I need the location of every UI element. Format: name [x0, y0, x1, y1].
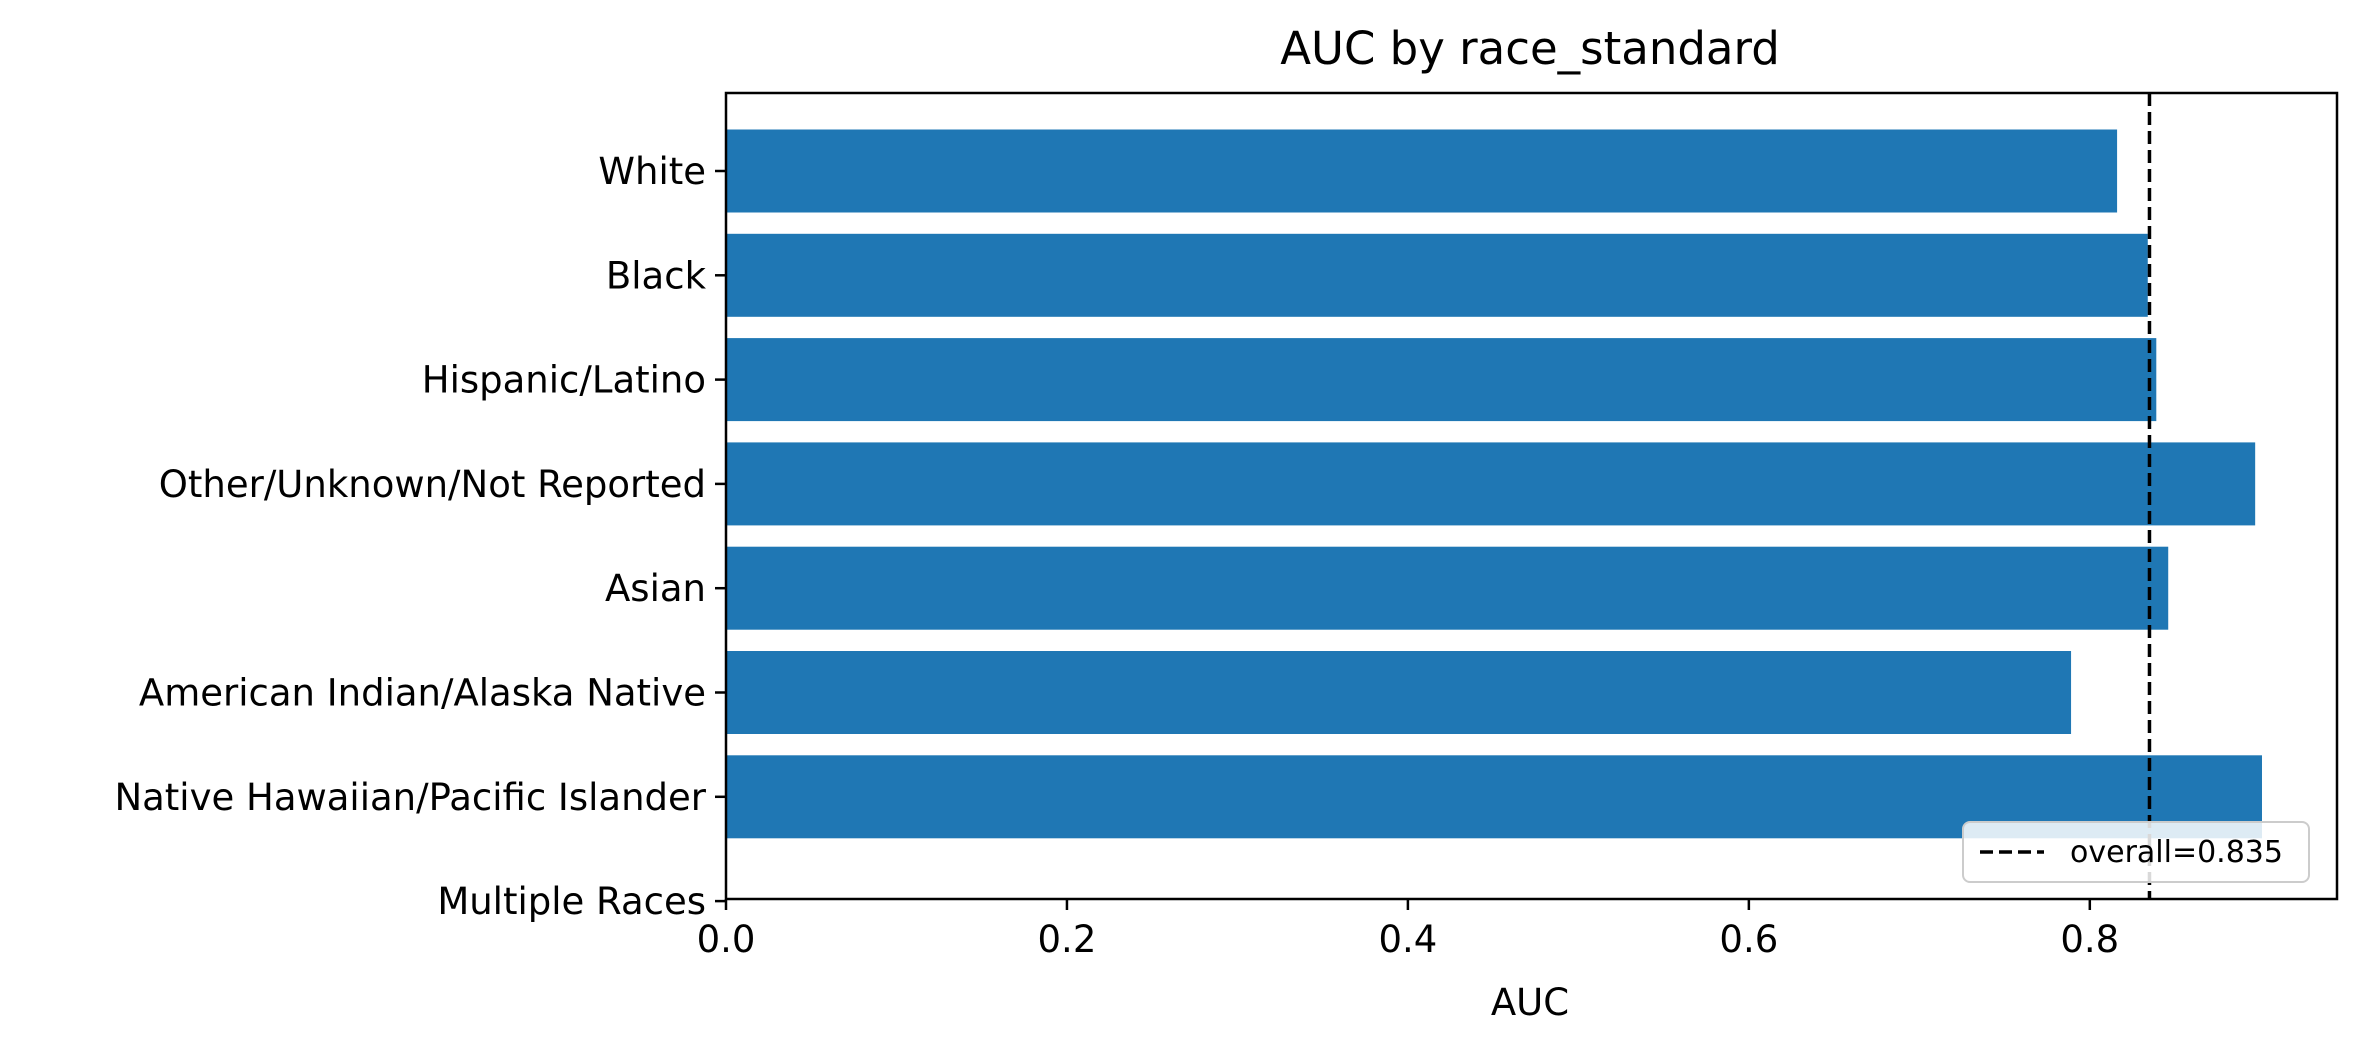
x-tick-label: 0.8 — [2060, 918, 2119, 961]
chart-title: AUC by race_standard — [1280, 22, 1780, 75]
bars-group — [726, 129, 2262, 839]
y-tick-label: American Indian/Alaska Native — [139, 672, 706, 715]
x-tick-label: 0.4 — [1378, 918, 1437, 961]
legend-label: overall=0.835 — [2070, 835, 2283, 870]
legend-box — [1962, 821, 2310, 883]
y-tick-label: Hispanic/Latino — [422, 359, 706, 402]
bar-hispanic-latino — [726, 338, 2157, 422]
y-tick-label: White — [598, 150, 706, 193]
x-axis-ticks: 0.0 0.2 0.4 0.6 0.8 — [697, 899, 2119, 961]
plot-area-frame — [724, 91, 2339, 901]
x-tick-label: 0.0 — [697, 918, 756, 961]
y-tick-label: Other/Unknown/Not Reported — [159, 463, 706, 506]
legend: overall=0.835 — [1962, 821, 2310, 883]
y-tick-label: Black — [606, 254, 707, 297]
x-axis-label: AUC — [1491, 981, 1569, 1024]
bar-white — [726, 129, 2118, 213]
bar-asian — [726, 546, 2169, 630]
bar-american-indian-alaska-native — [726, 651, 2072, 734]
y-tick-label: Asian — [605, 567, 706, 610]
x-tick-label: 0.2 — [1038, 918, 1097, 961]
bar-other-unknown-not-reported — [726, 442, 2256, 526]
x-tick-label: 0.6 — [1719, 918, 1778, 961]
y-axis-ticks: White Black Hispanic/Latino Other/Unknown/N… — [114, 150, 726, 923]
y-tick-label: Native Hawaiian/Pacific Islander — [114, 776, 706, 819]
y-tick-label: Multiple Races — [437, 880, 706, 923]
bar-black — [726, 233, 2148, 317]
